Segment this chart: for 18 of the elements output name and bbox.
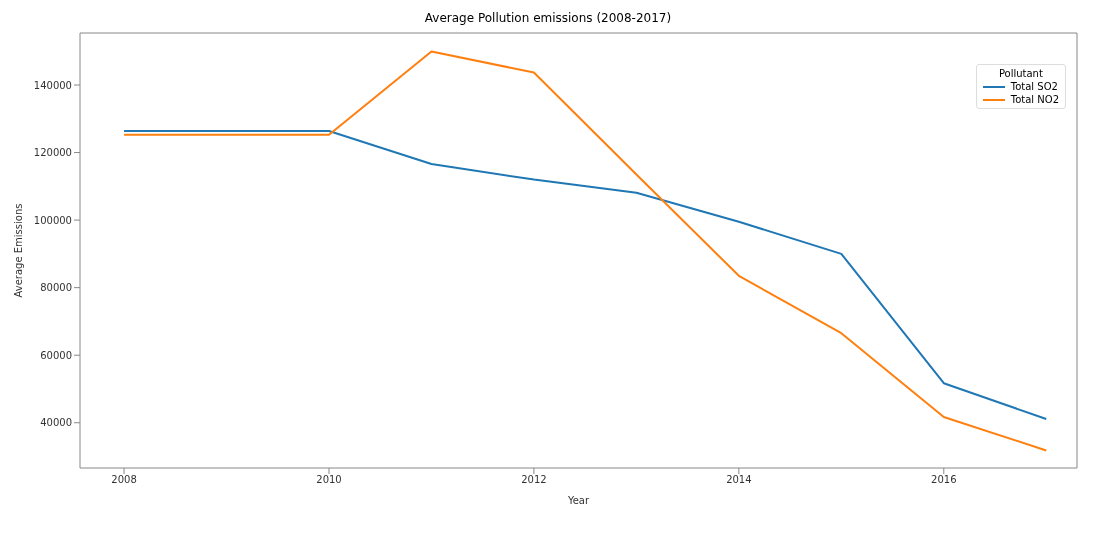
chart-title: Average Pollution emissions (2008-2017) [423, 10, 673, 27]
y-axis-title: Average Emissions [12, 203, 24, 298]
x-tick-label: 2014 [726, 474, 752, 486]
x-tick-label: 2016 [931, 474, 957, 486]
x-tick-label: 2012 [521, 474, 547, 486]
y-tick-label: 60000 [40, 349, 72, 361]
y-tick-label: 140000 [33, 79, 72, 91]
legend-title: Pollutant [997, 68, 1044, 79]
x-tick-label: 2008 [111, 474, 137, 486]
x-axis-title: Year [566, 495, 590, 506]
legend-label: Total NO2 [1010, 94, 1059, 105]
y-tick-label: 80000 [40, 282, 72, 294]
legend-label: Total SO2 [1010, 81, 1058, 92]
line-series [123, 129, 1048, 421]
x-tick-label: 2010 [316, 474, 342, 486]
y-tick-label: 40000 [40, 417, 72, 429]
y-tick-label: 120000 [33, 147, 72, 159]
y-tick-label: 100000 [33, 214, 72, 226]
